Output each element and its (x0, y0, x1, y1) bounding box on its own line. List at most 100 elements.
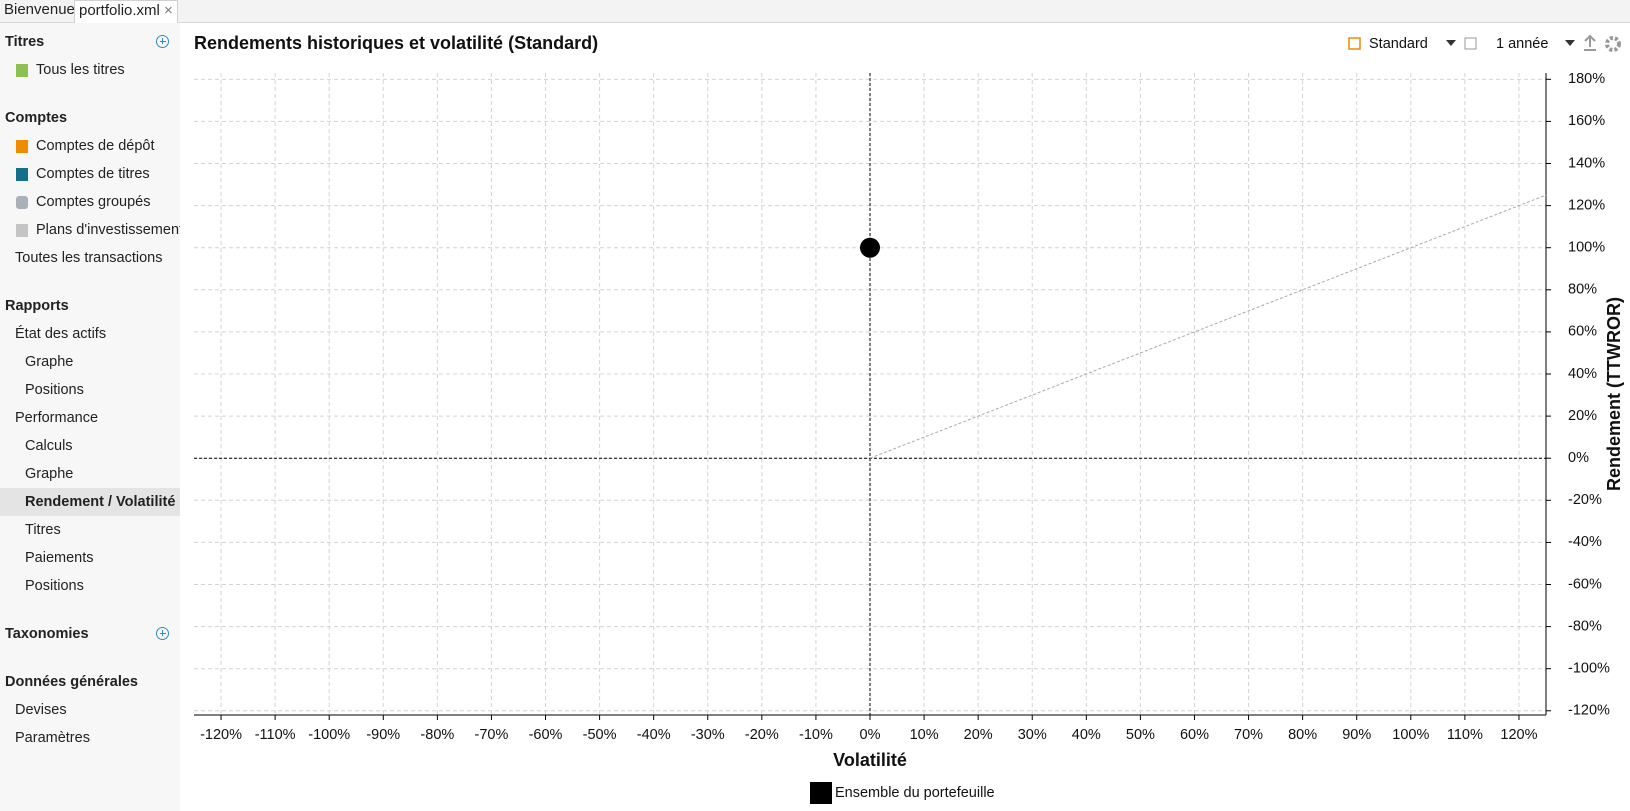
nav-item[interactable]: Devises (15, 702, 67, 718)
settings-icon[interactable] (1605, 36, 1621, 52)
y-axis-label: Rendement (TTWROR) (1604, 297, 1624, 491)
legend-label: Ensemble du portefeuille (835, 785, 995, 801)
dropdown-arrow[interactable] (1565, 40, 1575, 46)
y-tick-label: 60% (1568, 324, 1597, 340)
x-tick-label: -70% (475, 727, 509, 743)
x-tick-label: -80% (420, 727, 454, 743)
nav-item-selected[interactable]: Rendement / Volatilité (0, 488, 180, 516)
x-tick-label: -10% (799, 727, 833, 743)
x-tick-label: -30% (691, 727, 725, 743)
chart-title: Rendements historiques et volatilité (St… (194, 33, 598, 53)
x-tick-label: 120% (1500, 727, 1537, 743)
y-tick-label: -80% (1568, 618, 1602, 634)
tab[interactable]: Bienvenue (4, 1, 75, 18)
x-tick-label: 70% (1234, 727, 1263, 743)
x-axis-label: Volatilité (833, 750, 907, 770)
add-button[interactable] (156, 35, 169, 48)
nav-label[interactable]: Comptes groupés (36, 194, 151, 210)
y-tick-label: -40% (1568, 534, 1602, 550)
nav-item[interactable]: Toutes les transactions (15, 250, 163, 266)
close-icon[interactable]: × (164, 2, 173, 19)
y-tick-label: 0% (1568, 450, 1589, 466)
nav-item[interactable]: Titres (25, 522, 61, 538)
x-tick-label: 80% (1288, 727, 1317, 743)
y-tick-label: 40% (1568, 366, 1597, 382)
x-tick-label: -50% (583, 727, 617, 743)
nav-item[interactable]: Tous les titres (0, 56, 180, 84)
section: Rapports État des actifs Graphe Position… (0, 292, 180, 600)
y-tick-label: 100% (1568, 240, 1605, 256)
x-tick-label: -100% (308, 727, 350, 743)
nav-item[interactable]: Comptes groupés (0, 188, 180, 216)
x-tick-label: 20% (964, 727, 993, 743)
nav-item[interactable]: Comptes de titres (0, 160, 180, 188)
section: Taxonomies (0, 620, 180, 648)
period-selector[interactable]: 1 année (1496, 36, 1548, 52)
nav-label[interactable]: Comptes de titres (36, 166, 150, 182)
nav-item[interactable]: Paiements (25, 550, 94, 566)
y-tick-label: 80% (1568, 282, 1597, 298)
x-tick-label: 60% (1180, 727, 1209, 743)
x-tick-label: 0% (860, 727, 881, 743)
nav-item[interactable]: Graphe (25, 354, 74, 370)
legend-swatch (810, 782, 832, 804)
nav-item[interactable]: Paramètres (15, 730, 90, 746)
section: Données générales Devises Paramètres (0, 668, 180, 752)
nav-label[interactable]: Comptes de dépôt (36, 138, 155, 154)
nav-item[interactable]: Positions (25, 382, 84, 398)
y-tick-label: 180% (1568, 71, 1605, 87)
x-tick-label: -40% (637, 727, 671, 743)
y-tick-label: -20% (1568, 492, 1602, 508)
y-tick-label: 140% (1568, 155, 1605, 171)
section-header: Rapports (5, 298, 69, 314)
nav-item[interactable]: État des actifs (15, 326, 107, 342)
nav-item[interactable]: Plans d'investissement (0, 216, 180, 244)
section: Titres Tous les titres (0, 28, 180, 84)
x-tick-label: -60% (529, 727, 563, 743)
x-tick-label: -20% (745, 727, 779, 743)
y-tick-label: -100% (1568, 661, 1610, 677)
x-tick-label: 10% (910, 727, 939, 743)
x-tick-label: 50% (1126, 727, 1155, 743)
nav-item[interactable]: Positions (25, 578, 84, 594)
tab-label[interactable]: portfolio.xml (79, 2, 160, 19)
export-icon[interactable] (1584, 34, 1596, 51)
y-tick-label: 160% (1568, 113, 1605, 129)
y-tick-label: 120% (1568, 197, 1605, 213)
section-header: Taxonomies (0, 620, 180, 648)
add-button[interactable] (156, 627, 169, 640)
x-tick-label: -110% (255, 727, 296, 743)
icon (16, 196, 28, 209)
icon (16, 168, 28, 181)
window-icon[interactable] (1464, 37, 1477, 50)
view-selector[interactable]: Standard (1369, 36, 1428, 52)
section: Comptes Comptes de dépôt Comptes de titr… (0, 104, 180, 272)
sidebar: Titres Tous les titres Comptes Comptes d… (0, 23, 180, 811)
nav-item[interactable]: Graphe (25, 466, 74, 482)
nav-item[interactable]: Performance (15, 410, 99, 426)
icon (16, 224, 28, 237)
y-tick-label: -60% (1568, 576, 1602, 592)
nav-item[interactable]: Comptes de dépôt (0, 132, 180, 160)
icon (16, 140, 28, 153)
tab[interactable]: portfolio.xml × (74, 0, 178, 23)
section-header: Données générales (5, 674, 138, 690)
tab-bar: Bienvenue portfolio.xml × (0, 0, 1630, 23)
x-tick-label: 90% (1342, 727, 1371, 743)
x-tick-label: 40% (1072, 727, 1101, 743)
y-tick-label: 20% (1568, 408, 1597, 424)
x-tick-label: 100% (1392, 727, 1429, 743)
nav-label[interactable]: Plans d'investissement (36, 222, 180, 238)
y-tick-label: -120% (1568, 703, 1610, 719)
nav-label[interactable]: Tous les titres (36, 62, 125, 78)
section-title: Taxonomies (5, 626, 89, 642)
section-title: Titres (5, 34, 45, 50)
x-tick-label: -120% (200, 727, 242, 743)
view-icon (1348, 37, 1361, 50)
x-tick-label: 30% (1018, 727, 1047, 743)
reference-line (869, 194, 1547, 459)
dropdown-arrow[interactable] (1446, 40, 1456, 46)
x-tick-label: 110% (1447, 727, 1483, 743)
nav-item[interactable]: Calculs (25, 438, 73, 454)
